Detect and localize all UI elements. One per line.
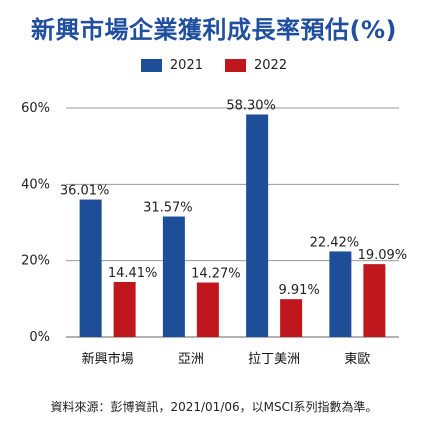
category-label: 亞洲 [178, 352, 204, 367]
data-label: 36.01% [60, 184, 110, 199]
legend-swatch-2022 [225, 59, 246, 72]
data-label: 31.57% [143, 201, 193, 216]
legend-item-2022: 2022 [225, 58, 287, 73]
category-label: 拉丁美洲 [248, 352, 300, 367]
bar-2022 [280, 299, 303, 337]
legend-item-2021: 2021 [140, 58, 203, 73]
legend-swatch-2021 [140, 59, 162, 72]
category-label: 新興市場 [82, 351, 134, 367]
data-label: 19.09% [358, 248, 408, 263]
source-note: 資料來源：彭博資訊，2021/01/06，以MSCI系列指數為準。 [50, 400, 378, 414]
y-tick-label: 40% [21, 177, 50, 192]
y-tick-label: 20% [21, 254, 50, 269]
legend: 2021 2022 [0, 58, 428, 73]
chart-title: 新興市場企業獲利成長率預估(%) [31, 16, 397, 44]
y-tick-label: 60% [21, 101, 50, 116]
bar-2022 [113, 282, 136, 337]
data-label: 58.30% [226, 98, 276, 113]
bar-2021 [246, 114, 269, 337]
y-tick-label: 0% [29, 330, 50, 345]
bar-2022 [196, 282, 219, 337]
bar-2021 [79, 199, 102, 337]
legend-label-2021: 2021 [169, 58, 203, 73]
data-label: 9.91% [278, 283, 319, 298]
data-label: 14.41% [108, 266, 158, 281]
category-label: 東歐 [344, 351, 370, 367]
bar-2021 [329, 251, 352, 337]
legend-label-2022: 2022 [254, 58, 288, 73]
bar-2021 [162, 216, 185, 337]
data-label: 14.27% [191, 267, 241, 282]
bar-2022 [363, 264, 386, 337]
data-label: 22.42% [310, 235, 360, 250]
